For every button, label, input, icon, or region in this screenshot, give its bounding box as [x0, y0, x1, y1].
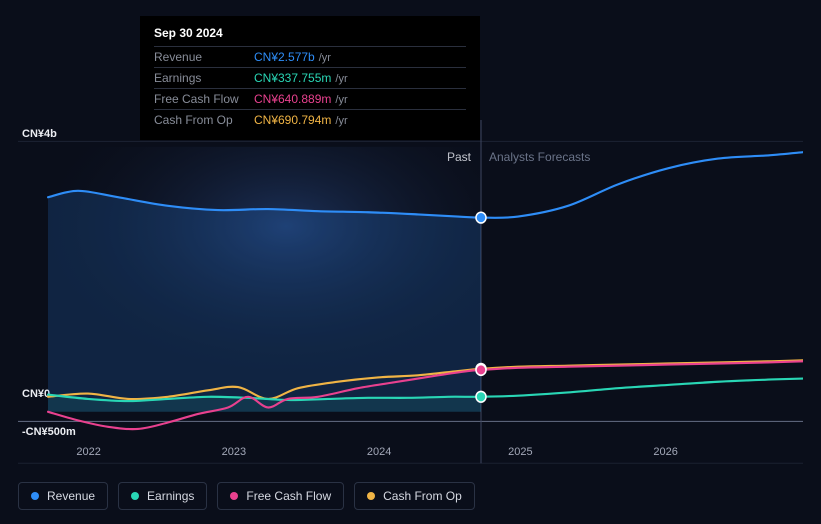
chart-area[interactable] — [18, 120, 803, 474]
tooltip-row-unit: /yr — [335, 94, 347, 106]
legend-item-revenue[interactable]: Revenue — [18, 482, 108, 510]
x-axis-tick: 2025 — [508, 446, 532, 458]
legend-label: Earnings — [147, 489, 194, 503]
chart-tooltip: Sep 30 2024 RevenueCN¥2.577b/yrEarningsC… — [140, 16, 480, 140]
legend-label: Free Cash Flow — [246, 489, 331, 503]
legend-item-cash-from-op[interactable]: Cash From Op — [354, 482, 475, 510]
x-axis-tick: 2022 — [76, 446, 100, 458]
tooltip-row-label: Cash From Op — [154, 113, 254, 127]
tooltip-row-value: CN¥690.794m — [254, 113, 331, 127]
tooltip-row: Free Cash FlowCN¥640.889m/yr — [154, 88, 466, 109]
legend-dot-icon — [31, 492, 39, 500]
legend-dot-icon — [131, 492, 139, 500]
tooltip-row: Cash From OpCN¥690.794m/yr — [154, 109, 466, 130]
tooltip-row-label: Revenue — [154, 50, 254, 64]
legend-dot-icon — [230, 492, 238, 500]
legend-label: Cash From Op — [383, 489, 462, 503]
tooltip-row-label: Free Cash Flow — [154, 92, 254, 106]
tooltip-row-label: Earnings — [154, 71, 254, 85]
legend-item-free-cash-flow[interactable]: Free Cash Flow — [217, 482, 344, 510]
x-axis-tick: 2023 — [222, 446, 246, 458]
chart-svg — [18, 120, 803, 474]
legend-item-earnings[interactable]: Earnings — [118, 482, 207, 510]
legend: Revenue Earnings Free Cash Flow Cash From O… — [18, 482, 475, 510]
tooltip-row-unit: /yr — [319, 52, 331, 64]
tooltip-row-value: CN¥2.577b — [254, 50, 315, 64]
tooltip-row-value: CN¥337.755m — [254, 71, 331, 85]
tooltip-row: RevenueCN¥2.577b/yr — [154, 46, 466, 67]
legend-dot-icon — [367, 492, 375, 500]
x-axis-tick: 2026 — [653, 446, 677, 458]
x-axis-tick: 2024 — [367, 446, 391, 458]
tooltip-row-unit: /yr — [335, 73, 347, 85]
x-axis: 2022 2023 2024 2025 2026 — [18, 446, 803, 462]
tooltip-row: EarningsCN¥337.755m/yr — [154, 67, 466, 88]
tooltip-row-value: CN¥640.889m — [254, 92, 331, 106]
tooltip-row-unit: /yr — [335, 115, 347, 127]
legend-label: Revenue — [47, 489, 95, 503]
tooltip-date: Sep 30 2024 — [154, 26, 466, 46]
